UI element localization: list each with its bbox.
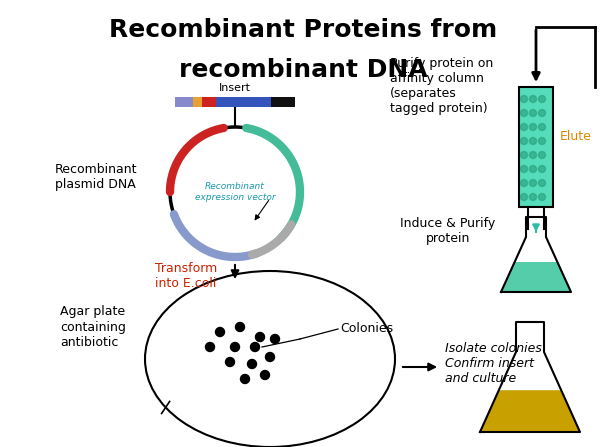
Circle shape [521, 123, 527, 131]
Circle shape [530, 123, 536, 131]
Text: Induce & Purify
protein: Induce & Purify protein [400, 217, 495, 245]
Text: Isolate colonies
Confirm insert
and culture: Isolate colonies Confirm insert and cult… [445, 342, 542, 385]
Text: Recombinant
plasmid DNA: Recombinant plasmid DNA [55, 163, 138, 191]
Circle shape [530, 152, 536, 159]
FancyBboxPatch shape [202, 97, 216, 107]
FancyBboxPatch shape [216, 97, 271, 107]
Circle shape [256, 333, 264, 342]
Circle shape [521, 110, 527, 117]
Circle shape [539, 165, 545, 173]
FancyBboxPatch shape [271, 97, 295, 107]
Circle shape [236, 322, 244, 332]
Circle shape [241, 375, 250, 384]
Circle shape [225, 358, 235, 367]
Circle shape [521, 138, 527, 144]
Text: Elute: Elute [560, 131, 592, 143]
Text: Purify protein on
affinity column
(separates
tagged protein): Purify protein on affinity column (separ… [390, 57, 493, 115]
Circle shape [539, 152, 545, 159]
Circle shape [539, 138, 545, 144]
Circle shape [250, 342, 259, 351]
Text: Insert: Insert [219, 83, 251, 93]
Circle shape [530, 110, 536, 117]
Circle shape [265, 353, 275, 362]
Polygon shape [501, 262, 571, 292]
Circle shape [530, 138, 536, 144]
Circle shape [539, 123, 545, 131]
Circle shape [216, 328, 224, 337]
Circle shape [205, 342, 215, 351]
Text: recombinant DNA: recombinant DNA [179, 58, 427, 82]
Circle shape [521, 180, 527, 186]
Circle shape [261, 371, 270, 380]
Circle shape [530, 165, 536, 173]
Circle shape [530, 96, 536, 102]
Circle shape [539, 194, 545, 201]
FancyBboxPatch shape [175, 97, 193, 107]
Polygon shape [480, 390, 580, 432]
Circle shape [539, 110, 545, 117]
Circle shape [530, 194, 536, 201]
Circle shape [247, 359, 256, 368]
FancyBboxPatch shape [193, 97, 202, 107]
Text: Transform
into E.coli: Transform into E.coli [155, 262, 217, 290]
Circle shape [539, 96, 545, 102]
FancyBboxPatch shape [519, 87, 553, 207]
Text: Agar plate
containing
antibiotic: Agar plate containing antibiotic [60, 305, 126, 349]
Circle shape [521, 152, 527, 159]
Text: Colonies: Colonies [340, 322, 393, 336]
Text: Recombinant Proteins from: Recombinant Proteins from [109, 18, 497, 42]
Circle shape [530, 180, 536, 186]
Circle shape [521, 96, 527, 102]
FancyBboxPatch shape [175, 97, 295, 107]
Circle shape [539, 180, 545, 186]
Circle shape [521, 194, 527, 201]
Circle shape [270, 334, 279, 343]
Circle shape [521, 165, 527, 173]
Text: Recombinant
expression vector: Recombinant expression vector [195, 182, 275, 202]
Circle shape [230, 342, 239, 351]
